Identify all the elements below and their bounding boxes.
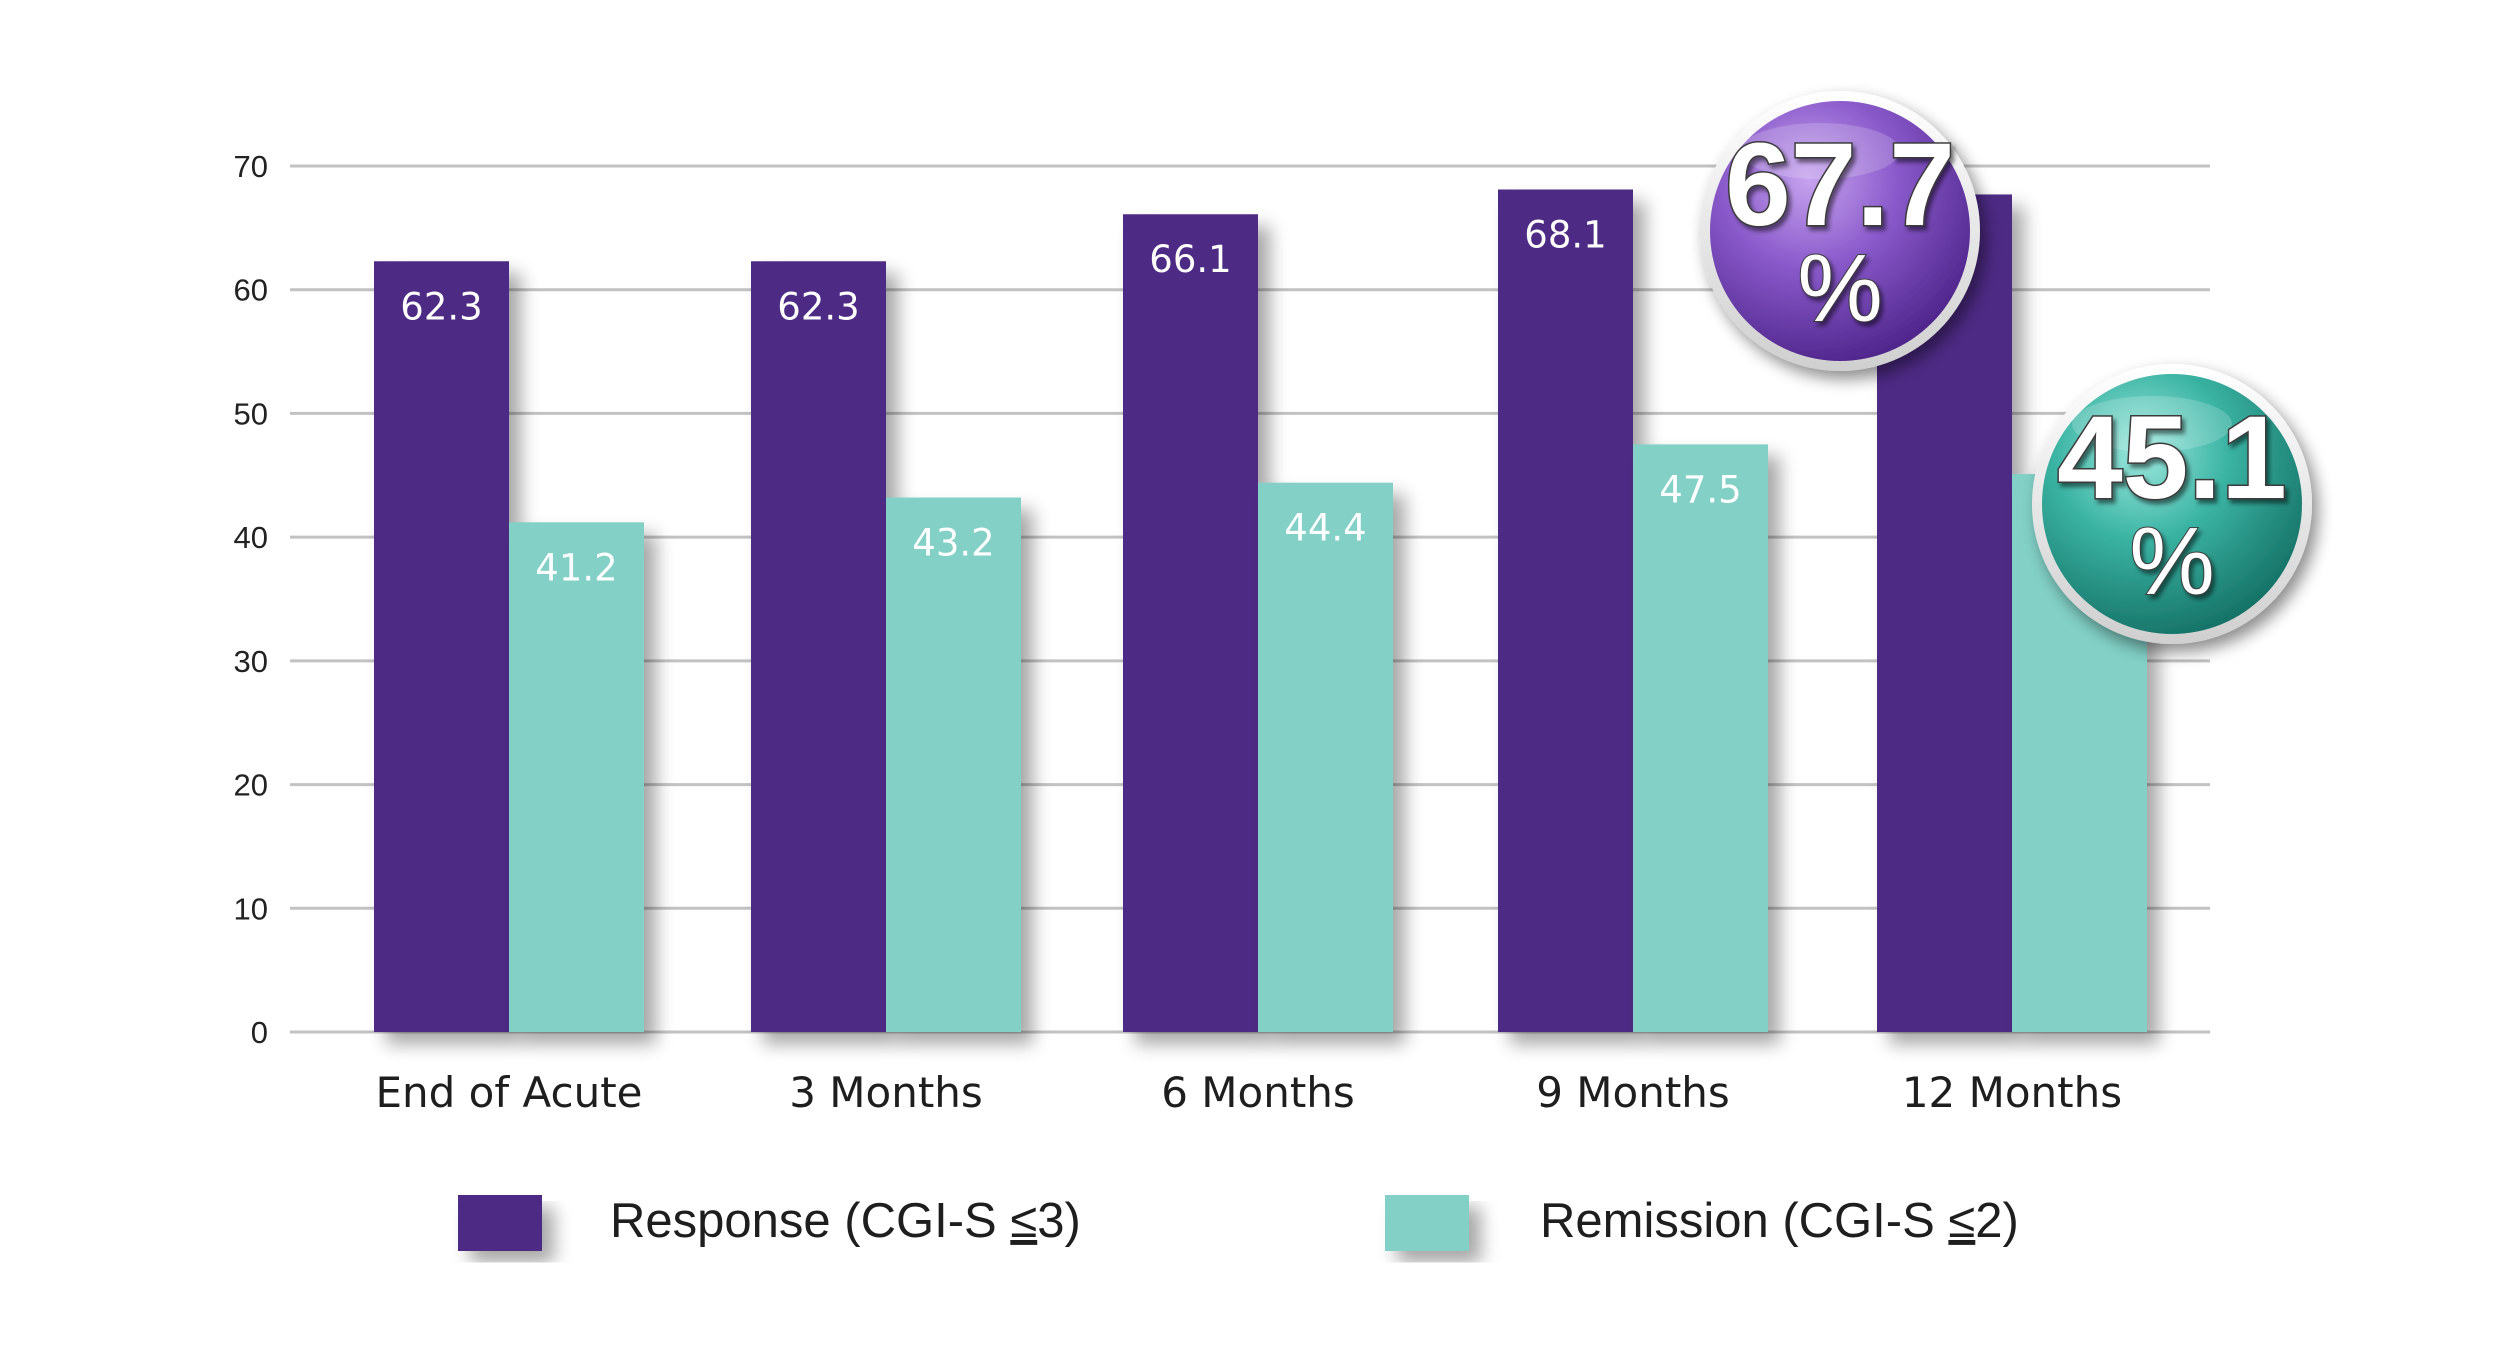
less-equal-symbol: ≤	[1948, 1194, 1975, 1248]
legend: Response (CGI-S ≤3) Remission (CGI-S ≤2)	[458, 1194, 2019, 1251]
badge-value: 45.1	[2057, 392, 2287, 524]
x-category-label: 3 Months	[789, 1068, 983, 1117]
badge-unit: %	[1797, 235, 1882, 342]
bar-value-label: 41.2	[535, 546, 617, 589]
bar-response	[1498, 189, 1633, 1032]
bar-remission	[1258, 482, 1393, 1032]
legend-label-text: Response (CGI-S	[610, 1194, 1010, 1248]
x-category-label: 6 Months	[1161, 1068, 1355, 1117]
y-tick-label: 70	[234, 149, 268, 184]
bar-response	[751, 261, 886, 1032]
legend-swatch	[458, 1195, 542, 1251]
remission-12-month-badge: 45.1%	[2032, 364, 2312, 644]
bar-value-label: 66.1	[1149, 238, 1231, 281]
y-tick-label: 40	[234, 520, 268, 555]
badge-unit: %	[2129, 508, 2214, 615]
legend-label-text: 3)	[1037, 1194, 1081, 1248]
y-tick-label: 10	[234, 891, 268, 926]
y-tick-label: 50	[234, 396, 268, 431]
bar-response	[374, 261, 509, 1032]
less-equal-symbol: ≤	[1010, 1194, 1037, 1248]
badge-highlight	[1740, 123, 1900, 179]
badge-highlight	[2072, 396, 2232, 452]
x-category-label: 12 Months	[1902, 1068, 2122, 1117]
bar-value-label: 47.5	[1659, 468, 1741, 511]
callout-badges: 67.7%45.1%	[1700, 91, 2312, 644]
legend-label-text: Remission (CGI-S	[1540, 1194, 1948, 1248]
bar-remission	[1633, 444, 1768, 1032]
response-12-month-badge: 67.7%	[1700, 91, 1980, 371]
y-tick-label: 20	[234, 768, 268, 803]
legend-label: Response (CGI-S ≤3)	[610, 1194, 1081, 1248]
legend-label: Remission (CGI-S ≤2)	[1540, 1194, 2019, 1248]
y-tick-label: 0	[251, 1015, 268, 1050]
bar-value-label: 62.3	[400, 285, 482, 328]
bar-remission	[886, 497, 1021, 1032]
y-tick-label: 30	[234, 644, 268, 679]
x-category-label: 9 Months	[1536, 1068, 1730, 1117]
bar-value-label: 43.2	[912, 522, 994, 565]
bar-value-label: 68.1	[1524, 214, 1606, 257]
bar-value-label: 62.3	[777, 285, 859, 328]
y-axis: 0 10 20 30 40 50 60 70	[234, 149, 268, 1050]
legend-label-text: 2)	[1975, 1194, 2019, 1248]
bar-remission	[509, 522, 644, 1032]
legend-swatch	[1385, 1195, 1469, 1251]
y-tick-label: 60	[234, 273, 268, 308]
bar-response	[1123, 214, 1258, 1033]
bar-value-label: 44.4	[1284, 507, 1366, 550]
badge-value: 67.7	[1725, 119, 1955, 251]
x-category-label: End of Acute	[375, 1068, 642, 1117]
x-axis: End of Acute 3 Months 6 Months 9 Months 12 M…	[375, 1068, 2122, 1117]
